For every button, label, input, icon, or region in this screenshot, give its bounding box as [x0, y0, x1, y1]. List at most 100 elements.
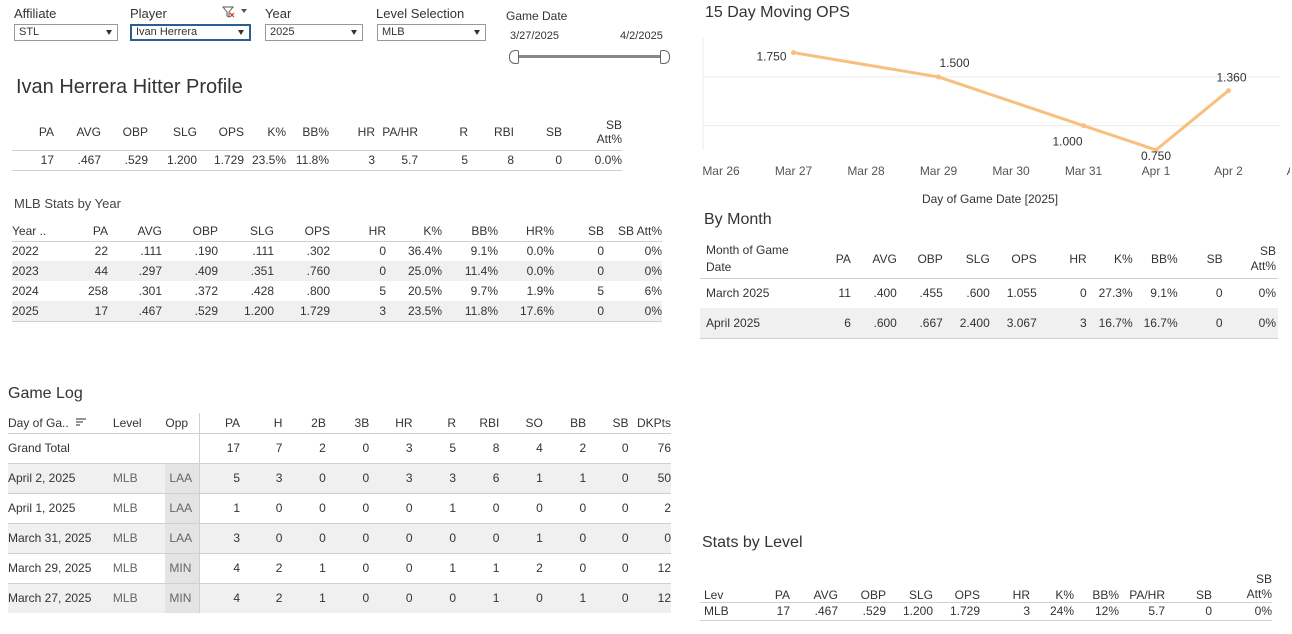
- sort-icon[interactable]: [75, 417, 87, 427]
- chart-title: 15 Day Moving OPS: [705, 4, 850, 21]
- col-header-year[interactable]: Year ..: [12, 224, 47, 239]
- game-date-label: Game Date: [506, 9, 568, 23]
- cell: 2: [579, 441, 587, 455]
- cell: .190: [194, 244, 218, 259]
- cell: 1: [319, 561, 326, 575]
- col-header: K%: [1055, 587, 1074, 602]
- cell: 5: [449, 441, 456, 455]
- cell: 1: [319, 591, 326, 606]
- cell: 6: [844, 315, 851, 330]
- cell: .800: [306, 284, 330, 298]
- x-tick-label: Mar 28: [847, 164, 885, 178]
- game-log-title: Game Log: [8, 385, 83, 402]
- cell: 0: [597, 244, 604, 259]
- cell: 12%: [1094, 604, 1119, 618]
- col-header: K%: [1113, 251, 1133, 266]
- table-row: March 27, 2025 MLB MIN 4 2 1 0 0 0 1 0 1…: [8, 583, 671, 613]
- year-dropdown[interactable]: 2025: [265, 24, 363, 41]
- cell: 0%: [1258, 315, 1276, 330]
- col-header: K%: [267, 124, 286, 139]
- date-slider-track[interactable]: [514, 55, 666, 58]
- table-row: MLB 17 .467 .529 1.200 1.729 3 24% 12% 5…: [700, 602, 1272, 620]
- table-row: April 2025 6 .600 .667 2.400 3.067 3 16.…: [700, 308, 1278, 338]
- data-label: 0.750: [1141, 149, 1171, 163]
- cell: 1.729: [213, 153, 244, 167]
- cell: 0: [449, 531, 456, 545]
- cell: 1: [492, 591, 500, 606]
- cell: 1.200: [166, 153, 197, 167]
- cell: .600: [873, 315, 897, 330]
- cell: .467: [814, 604, 838, 618]
- data-point: [1226, 88, 1231, 94]
- cell: MLB: [112, 501, 138, 515]
- cell: 4: [536, 441, 543, 455]
- cell: 3: [405, 441, 413, 455]
- cell: April 2025: [706, 315, 761, 330]
- cell: March 27, 2025: [8, 591, 92, 606]
- cell: 0: [319, 531, 326, 545]
- cell: 0: [275, 531, 283, 545]
- date-slider-end-handle[interactable]: [660, 50, 670, 64]
- col-header: BB%: [302, 124, 329, 139]
- col-header: SO: [525, 415, 543, 430]
- cell: 8: [492, 441, 500, 455]
- cell: 0: [1205, 604, 1212, 618]
- col-header: K%: [423, 224, 442, 239]
- cell: 1: [579, 471, 587, 485]
- level-dropdown[interactable]: MLB: [377, 24, 486, 41]
- cell: 0: [597, 264, 604, 278]
- cell: 0%: [644, 264, 662, 278]
- data-point: [791, 50, 796, 56]
- col-header: SLG: [172, 124, 197, 139]
- cell: 0: [362, 471, 370, 485]
- col-header: SB: [587, 224, 604, 239]
- col-header: SB Att%: [596, 117, 622, 146]
- col-header: 2B: [311, 415, 326, 430]
- cell: 3: [405, 471, 413, 485]
- cell: 5.7: [1148, 604, 1165, 618]
- cell: MLB: [112, 591, 138, 606]
- cell: 9.1%: [1150, 286, 1178, 301]
- profile-header-row: PA AVG OBP SLG OPS K% BB% HR PA/HR R RBI…: [12, 114, 622, 150]
- by-level-title: Stats by Level: [702, 534, 803, 551]
- player-value: Ivan Herrera: [136, 26, 198, 38]
- cell: 0%: [644, 244, 662, 259]
- col-header: OPS: [218, 124, 244, 139]
- cell: 2: [319, 441, 326, 455]
- cell: 0: [621, 471, 629, 485]
- clear-filter-icon[interactable]: [222, 5, 248, 19]
- player-dropdown[interactable]: Ivan Herrera: [130, 24, 251, 41]
- cell: 1: [449, 501, 456, 515]
- affiliate-dropdown[interactable]: STL: [14, 24, 118, 41]
- data-label: 1.500: [939, 56, 969, 70]
- date-slider-start-handle[interactable]: [509, 50, 519, 64]
- cell: 1: [449, 561, 456, 575]
- cell: 3: [1023, 604, 1030, 618]
- col-header: PA: [835, 251, 851, 266]
- col-header: PA: [38, 124, 54, 139]
- cell: March 2025: [706, 286, 770, 301]
- cell: LAA: [165, 463, 201, 493]
- cell: 5: [597, 284, 604, 298]
- cell: March 29, 2025: [8, 561, 92, 575]
- cell: .111: [140, 244, 162, 259]
- cell: 76: [657, 441, 671, 455]
- cell: 3: [1080, 315, 1087, 330]
- table-row: 17 .467 .529 1.200 1.729 23.5% 11.8% 3 5…: [12, 150, 622, 170]
- x-tick-label: Apr 2: [1214, 164, 1243, 178]
- col-header: HR: [357, 124, 375, 139]
- cell: .428: [250, 284, 274, 298]
- cell: 50: [657, 471, 671, 485]
- col-header: SB: [1195, 587, 1212, 602]
- table-row: 2022 22 .111 .190 .111 .302 0 36.4% 9.1%…: [12, 241, 662, 261]
- grand-total-row: Grand Total 17 7 2 0 3 5 8 4 2 0 76: [8, 433, 671, 463]
- cell: 6: [492, 471, 500, 485]
- col-header: SB: [1206, 251, 1223, 266]
- year-label: Year: [265, 6, 292, 21]
- col-header: PA/HR: [382, 124, 418, 139]
- col-header-date-label: Day of Ga..: [8, 415, 69, 430]
- cell: 0: [492, 531, 500, 545]
- col-header-date[interactable]: Day of Ga..: [8, 413, 109, 433]
- cell: .467: [77, 153, 101, 167]
- cell: 6%: [644, 284, 662, 298]
